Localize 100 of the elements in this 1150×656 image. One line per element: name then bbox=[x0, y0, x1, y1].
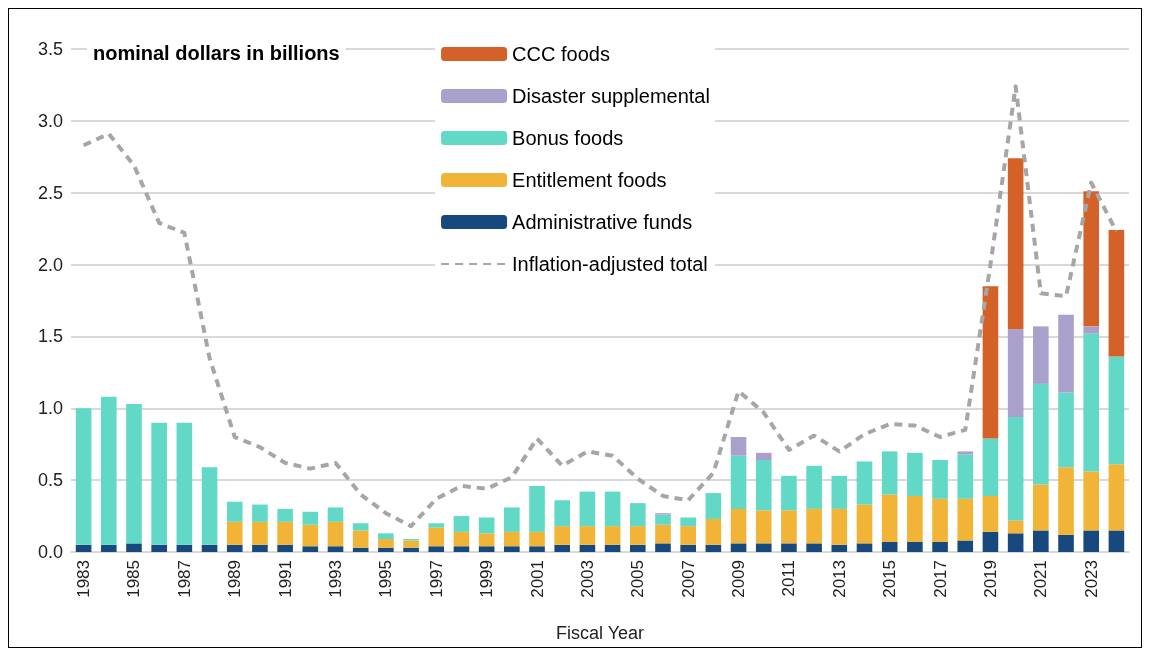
x-tick-label: 2019 bbox=[980, 560, 1000, 598]
bar bbox=[680, 517, 696, 527]
bar bbox=[957, 451, 974, 455]
bar bbox=[705, 493, 722, 519]
bar bbox=[1007, 520, 1024, 534]
bar bbox=[705, 544, 722, 552]
bar bbox=[352, 523, 369, 531]
bar bbox=[226, 544, 243, 552]
bar bbox=[1033, 383, 1049, 485]
bar bbox=[755, 510, 772, 544]
bar bbox=[831, 508, 848, 545]
bar bbox=[755, 452, 772, 461]
bar bbox=[1083, 471, 1100, 531]
bar bbox=[655, 514, 671, 525]
bar bbox=[428, 546, 445, 552]
legend-label: Inflation-adjusted total bbox=[512, 253, 708, 275]
bar bbox=[226, 521, 243, 545]
bar bbox=[126, 543, 142, 552]
x-tick-label: 2015 bbox=[880, 560, 900, 598]
x-tick-label: 1993 bbox=[326, 560, 345, 598]
bar bbox=[755, 460, 772, 511]
x-tick-label: 1997 bbox=[426, 560, 446, 598]
x-tick-label: 1999 bbox=[477, 560, 497, 598]
bar bbox=[529, 546, 545, 552]
line-series bbox=[81, 84, 1119, 529]
bar bbox=[881, 541, 898, 552]
bar bbox=[1033, 484, 1049, 531]
y-tick-label: 0.0 bbox=[37, 542, 63, 562]
bar bbox=[1033, 530, 1049, 552]
bar bbox=[378, 547, 394, 552]
bar bbox=[378, 533, 394, 540]
bar bbox=[201, 544, 218, 552]
bar bbox=[730, 508, 747, 544]
x-tick-label: 2011 bbox=[779, 560, 799, 597]
bar bbox=[604, 544, 621, 552]
bar bbox=[604, 491, 621, 527]
bar bbox=[1058, 314, 1074, 393]
legend-label: Disaster supplemental bbox=[512, 85, 710, 107]
bar bbox=[881, 451, 898, 495]
bar bbox=[151, 422, 167, 545]
bar bbox=[100, 396, 117, 545]
bar bbox=[1058, 534, 1074, 552]
y-tick-label: 1.0 bbox=[37, 398, 63, 419]
bar bbox=[504, 507, 520, 532]
bar bbox=[428, 523, 445, 528]
y-tick-label: 0.5 bbox=[37, 470, 63, 491]
bar bbox=[352, 547, 369, 552]
bar bbox=[680, 526, 696, 545]
bar bbox=[226, 501, 243, 522]
bar bbox=[453, 546, 470, 552]
bar bbox=[1058, 392, 1074, 468]
bar bbox=[1007, 416, 1024, 521]
bar bbox=[1108, 530, 1125, 552]
bar bbox=[730, 437, 747, 456]
bar bbox=[856, 504, 873, 544]
bar bbox=[252, 504, 268, 522]
bar bbox=[504, 546, 520, 552]
bar bbox=[554, 500, 571, 527]
bar bbox=[1108, 464, 1125, 531]
bar bbox=[151, 544, 167, 552]
bar bbox=[705, 518, 722, 545]
bar bbox=[428, 527, 445, 547]
bar bbox=[655, 524, 671, 544]
bar bbox=[730, 455, 747, 509]
bar bbox=[982, 531, 999, 552]
legend-label: Entitlement foods bbox=[512, 169, 667, 191]
x-tick-label: 1991 bbox=[275, 560, 295, 598]
bar bbox=[579, 526, 596, 545]
bar bbox=[957, 540, 974, 552]
bar bbox=[856, 543, 873, 552]
bar bbox=[1108, 356, 1125, 465]
bar bbox=[730, 543, 747, 552]
bar bbox=[277, 544, 293, 552]
bar bbox=[453, 516, 470, 532]
bar bbox=[201, 467, 218, 545]
bar bbox=[881, 494, 898, 542]
bar bbox=[504, 531, 520, 547]
bar bbox=[176, 544, 193, 552]
bar bbox=[831, 544, 848, 552]
bar bbox=[982, 286, 999, 439]
bar bbox=[932, 541, 948, 552]
bar bbox=[252, 544, 268, 552]
bar bbox=[806, 465, 822, 509]
x-tick-label: 1987 bbox=[174, 560, 194, 598]
bar bbox=[529, 485, 545, 532]
bar bbox=[629, 526, 646, 545]
bar bbox=[529, 531, 545, 547]
x-tick-label: 2001 bbox=[527, 560, 547, 598]
x-tick-label: 2017 bbox=[930, 560, 950, 598]
bar bbox=[629, 544, 646, 552]
bar bbox=[403, 547, 419, 552]
bar bbox=[755, 543, 772, 552]
x-tick-label: 1985 bbox=[124, 560, 144, 598]
bar bbox=[302, 546, 319, 552]
bar bbox=[655, 543, 671, 552]
bar bbox=[831, 475, 848, 509]
bar bbox=[403, 540, 419, 548]
bar bbox=[1007, 533, 1024, 552]
bar bbox=[1033, 326, 1049, 384]
bar bbox=[554, 544, 571, 552]
